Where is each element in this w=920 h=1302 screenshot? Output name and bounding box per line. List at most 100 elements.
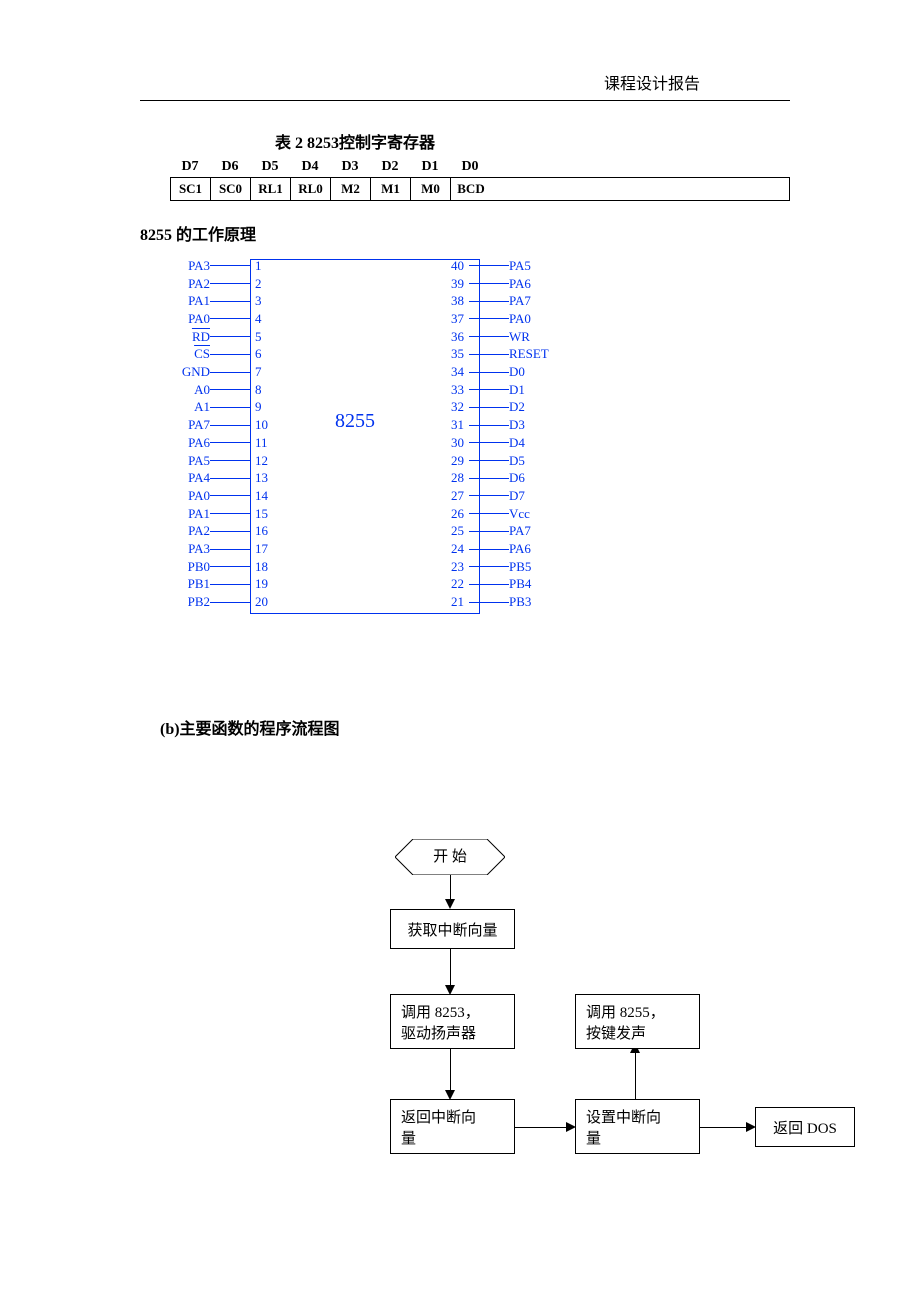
register-headers: D7D6D5D4D3D2D1D0 (170, 159, 790, 175)
pin-right-row: 29 D5 (445, 452, 625, 470)
pin-number: 8 (250, 382, 274, 398)
flow-n6: 返回 DOS (755, 1107, 855, 1147)
pin-label: PA7 (509, 293, 531, 309)
pin-label: PA3 (160, 541, 210, 557)
register-table: D7D6D5D4D3D2D1D0 SC1SC0RL1RL0M2M1M0BCD (170, 159, 790, 201)
flow-n2: 调用 8253， 驱动扬声器 (390, 994, 515, 1049)
pin-number: 26 (445, 506, 469, 522)
register-header-cell: D6 (210, 159, 250, 175)
pin-right-row: 37PA0 (445, 310, 625, 328)
pin-wire (210, 389, 250, 390)
pin-label: PA6 (160, 435, 210, 451)
pin-wire (469, 265, 509, 266)
pin-number: 18 (250, 559, 274, 575)
pin-label: RD (160, 329, 210, 345)
pin-wire (210, 566, 250, 567)
pin-right-row: 40PA5 (445, 257, 625, 275)
pin-number: 11 (250, 435, 274, 451)
pin-wire (469, 602, 509, 603)
pin-right-row: 34D0 (445, 363, 625, 381)
pin-label: D1 (509, 382, 525, 398)
register-cell: BCD (451, 178, 491, 200)
pin-number: 3 (250, 293, 274, 309)
pin-wire (210, 442, 250, 443)
pin-wire (210, 301, 250, 302)
arrow (515, 1127, 570, 1128)
pin-left-row: PA04 (160, 310, 300, 328)
pin-label: A1 (160, 399, 210, 415)
pin-left-row: A08 (160, 381, 300, 399)
pin-right-row: 33D1 (445, 381, 625, 399)
flow-n5: 调用 8255， 按键发声 (575, 994, 700, 1049)
chip-diagram: 8255 PA31PA22PA13PA04RD5CS6GND7A08A19PA7… (160, 255, 590, 615)
pin-number: 1 (250, 258, 274, 274)
pin-label: PB3 (509, 594, 531, 610)
pin-number: 28 (445, 470, 469, 486)
pin-wire (469, 389, 509, 390)
pin-label: PA6 (509, 541, 531, 557)
pin-wire (210, 513, 250, 514)
pin-label: PB1 (160, 576, 210, 592)
pin-number: 13 (250, 470, 274, 486)
pin-left-row: PB220 (160, 593, 300, 611)
flowchart-title: (b)主要函数的程序流程图 (160, 715, 790, 739)
pin-label: WR (509, 329, 530, 345)
pin-number: 5 (250, 329, 274, 345)
pin-number: 15 (250, 506, 274, 522)
pin-number: 29 (445, 453, 469, 469)
register-header-cell: D1 (410, 159, 450, 175)
pin-wire (469, 425, 509, 426)
pin-wire (469, 566, 509, 567)
pin-label: PA5 (160, 453, 210, 469)
pin-label: D0 (509, 364, 525, 380)
pin-number: 25 (445, 523, 469, 539)
pin-label: D2 (509, 399, 525, 415)
pin-label: PA0 (509, 311, 531, 327)
pin-left-row: PB119 (160, 576, 300, 594)
pin-label: PA2 (160, 523, 210, 539)
pin-right-row: 35RESET (445, 346, 625, 364)
pin-label: PB2 (160, 594, 210, 610)
page-header-title: 课程设计报告 (140, 70, 790, 94)
register-row: SC1SC0RL1RL0M2M1M0BCD (170, 177, 790, 201)
pin-wire (210, 407, 250, 408)
pin-number: 31 (445, 417, 469, 433)
pin-label: D3 (509, 417, 525, 433)
pin-left-row: PA317 (160, 540, 300, 558)
pin-left-row: PA22 (160, 275, 300, 293)
pin-number: 32 (445, 399, 469, 415)
pin-label: D5 (509, 453, 525, 469)
pin-label: PB0 (160, 559, 210, 575)
pin-wire (469, 495, 509, 496)
pin-left-row: PA31 (160, 257, 300, 275)
pin-right-row: 38PA7 (445, 292, 625, 310)
flow-n4: 设置中断向 量 (575, 1099, 700, 1154)
pin-wire (469, 460, 509, 461)
pin-wire (210, 318, 250, 319)
register-cell: M0 (411, 178, 451, 200)
pin-wire (210, 372, 250, 373)
pin-right-row: 25PA7 (445, 523, 625, 541)
pin-label: PA0 (160, 311, 210, 327)
pin-number: 36 (445, 329, 469, 345)
pin-wire (469, 442, 509, 443)
flow-n3: 返回中断向 量 (390, 1099, 515, 1154)
pin-wire (469, 531, 509, 532)
pin-left-row: PB0 18 (160, 558, 300, 576)
register-header-cell: D4 (290, 159, 330, 175)
pin-left-row: PA6 11 (160, 434, 300, 452)
pin-right-row: 23PB5 (445, 558, 625, 576)
pin-label: CS (160, 346, 210, 362)
pin-left-row: CS6 (160, 346, 300, 364)
pin-right-row: 22PB4 (445, 576, 625, 594)
flow-n1: 获取中断向量 (390, 909, 515, 949)
arrow (450, 949, 451, 989)
pin-label: PA0 (160, 488, 210, 504)
register-cell: SC0 (211, 178, 251, 200)
pin-right-row: 21PB3 (445, 593, 625, 611)
pin-left-row: PA710 (160, 416, 300, 434)
pin-wire (210, 549, 250, 550)
pin-label: PA7 (160, 417, 210, 433)
pin-wire (210, 602, 250, 603)
pin-number: 16 (250, 523, 274, 539)
